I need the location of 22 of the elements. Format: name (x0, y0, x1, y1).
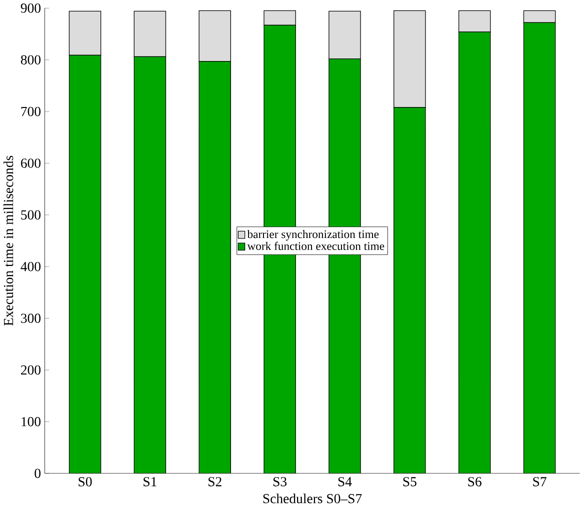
x-tick-label: S2 (208, 477, 222, 486)
y-tick-label: 300 (21, 314, 41, 324)
y-tick-label: 0 (34, 468, 41, 478)
x-tick-label: S1 (144, 477, 156, 486)
y-tick-label: 400 (20, 262, 41, 272)
x-tick-label: S5 (403, 477, 416, 486)
y-axis-title: Execution time in milliseconds (4, 156, 14, 326)
y-tick-label: 800 (20, 55, 41, 65)
y-tick-label: 200 (21, 365, 41, 375)
y-tick-label: 900 (20, 4, 41, 13)
y-tick-label: 700 (21, 107, 41, 116)
x-tick-label: S4 (338, 477, 352, 486)
x-tick-label: S6 (468, 477, 482, 486)
x-tick-label: S0 (78, 477, 92, 486)
legend-label: barrier synchronization time (247, 230, 379, 241)
x-tick-label: S3 (273, 477, 287, 486)
y-tick-label: 500 (21, 210, 41, 220)
legend-label: work function execution time (247, 242, 384, 250)
y-tick-label: 100 (22, 417, 41, 426)
y-tick-label: 600 (21, 158, 41, 168)
x-tick-label: S7 (533, 477, 546, 486)
x-axis-title: Schedulers S0–S7 (263, 494, 362, 504)
